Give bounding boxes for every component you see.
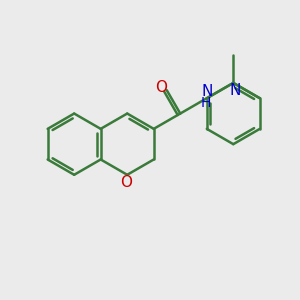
Text: O: O	[120, 176, 132, 190]
Text: H: H	[200, 97, 211, 110]
Text: N: N	[229, 83, 240, 98]
Text: N: N	[201, 84, 212, 99]
Text: O: O	[155, 80, 167, 95]
